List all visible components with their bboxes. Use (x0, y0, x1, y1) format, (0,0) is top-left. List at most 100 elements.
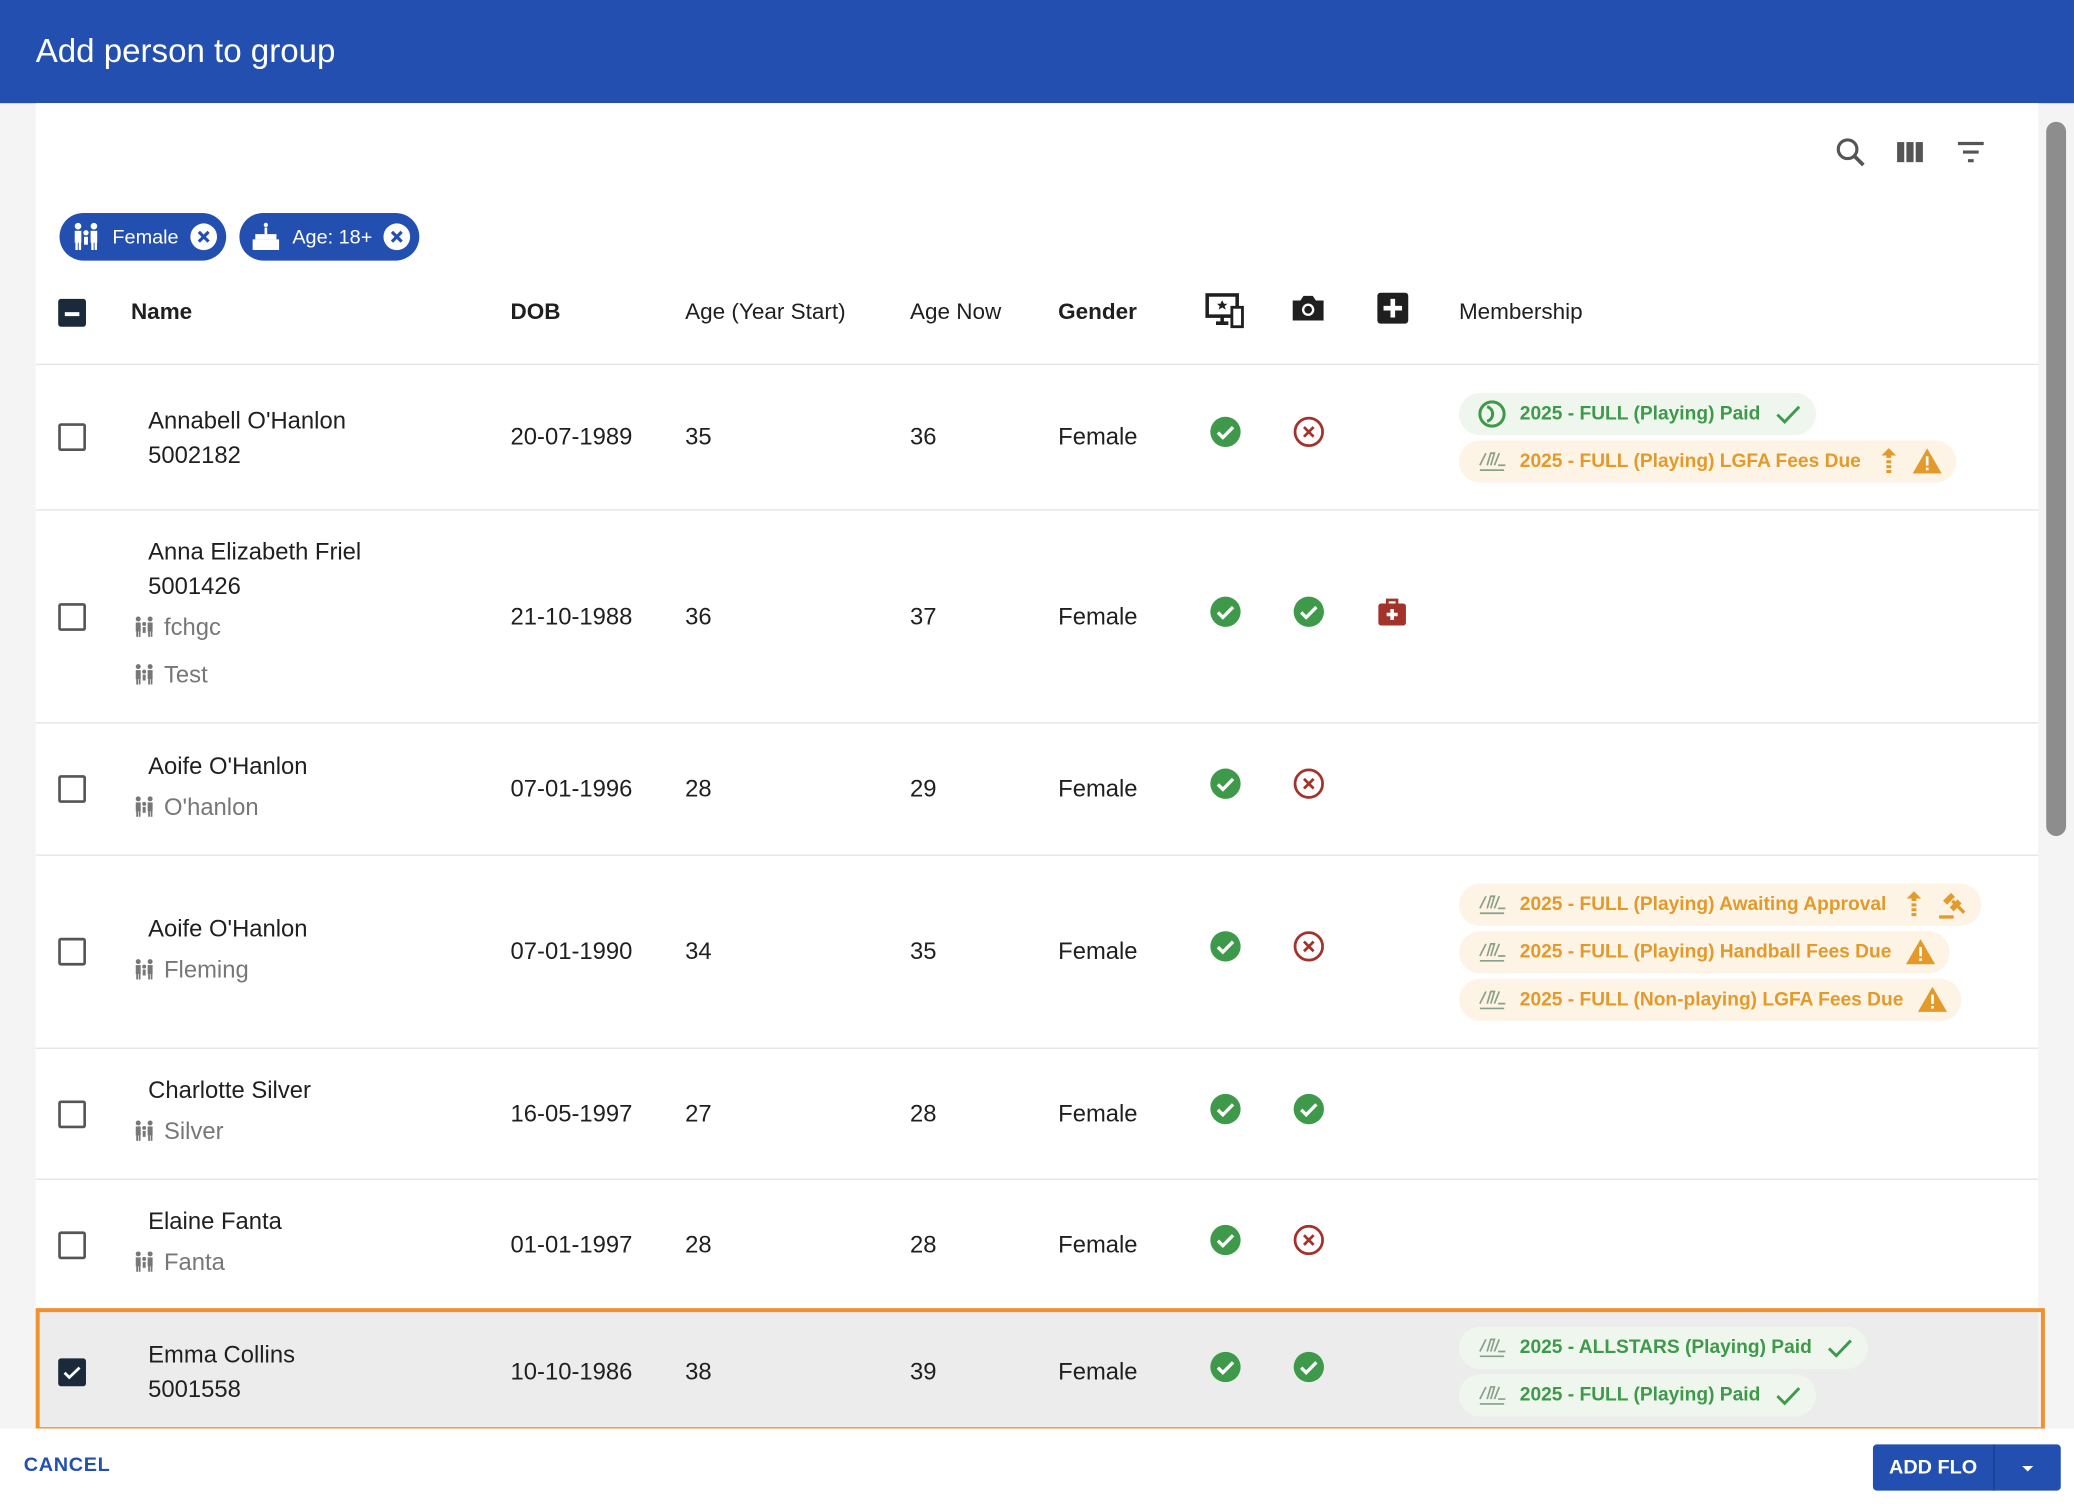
table-row[interactable]: Charlotte Silver Silver 16-05-1997 27 28 Fema… (35, 1049, 2039, 1180)
footer: CANCEL ADD FLO (0, 1428, 2074, 1507)
family-name: Silver (164, 1117, 224, 1145)
icon-part (1479, 1386, 1506, 1405)
membership-pill[interactable]: 2025 - FULL (Playing) LGFA Fees Due (1458, 439, 1957, 483)
submit-button-group[interactable]: ADD FLO (1872, 1444, 2061, 1491)
status-cell (1209, 850, 1242, 1042)
icon-part (142, 621, 147, 626)
column-header: Membership (1458, 298, 1583, 325)
paid-icon (1825, 1333, 1854, 1362)
row-checkbox[interactable] (58, 937, 86, 966)
warning-icon (1917, 983, 1949, 1015)
icon-part (135, 795, 153, 817)
icon-part (1216, 316, 1229, 325)
icon-part (142, 669, 147, 674)
family-icon (132, 794, 156, 818)
icon-part (1210, 1224, 1241, 1255)
medical-status (1376, 595, 1409, 628)
icon-part (1931, 1005, 1934, 1008)
filter-chip[interactable]: Age: 18+ (239, 212, 420, 261)
icon-part (1386, 608, 1398, 620)
icon-part (1293, 1224, 1324, 1255)
icon-part (1210, 1093, 1241, 1124)
paid-icon (1774, 1381, 1803, 1410)
name-cell: Elaine Fanta Fanta (135, 1180, 282, 1310)
membership-pill[interactable]: 2025 - ALLSTARS (Playing) Paid (1458, 1326, 1868, 1369)
row-checkbox[interactable] (58, 1099, 86, 1128)
table-row[interactable]: Emma Collins 5001558 10-10-1986 38 39 Female 2… (35, 1310, 2039, 1434)
membership-cell: 2025 - FULL (Playing) Awaiting Approval 2… (1458, 856, 1982, 1048)
icon-part (148, 678, 150, 685)
approval-icon (1937, 888, 1969, 920)
icon-part (1919, 946, 1922, 956)
toolbar-search[interactable] (1833, 135, 1867, 176)
org-logo (1477, 1381, 1506, 1410)
icon-part (1210, 595, 1241, 627)
icon-part (1216, 426, 1235, 440)
name-cell: Annabell O'Hanlon 5002182 (148, 365, 346, 509)
icon-part (135, 664, 141, 670)
icon-part (83, 230, 89, 236)
icon-part (1210, 1224, 1241, 1255)
toolbar-filter[interactable] (1954, 135, 1988, 176)
icon-part (142, 1130, 146, 1137)
table-row[interactable]: Aoife O'Hanlon O'hanlon 07-01-1996 28 29 Fema… (35, 724, 2039, 856)
icon-part (138, 678, 141, 685)
membership-pill[interactable]: 2025 - FULL (Playing) Handball Fees Due (1458, 930, 1950, 973)
person-id: 5002182 (148, 441, 241, 468)
cancel-button[interactable]: CANCEL (23, 1453, 111, 1477)
table-row[interactable]: Annabell O'Hanlon 5002182 20-07-1989 35 36 Fe… (35, 365, 2039, 511)
select-all-checkbox[interactable] (58, 298, 86, 327)
icon-part (1897, 142, 1905, 163)
row-checkbox[interactable] (58, 602, 86, 631)
person-name: Elaine Fanta (148, 1207, 282, 1235)
icon-part (147, 664, 153, 670)
icon-part (1479, 1386, 1506, 1405)
icon-part (147, 616, 153, 622)
membership-pill[interactable]: 2025 - FULL (Playing) Paid (1458, 1374, 1816, 1417)
membership-pill[interactable]: 2025 - FULL (Non-playing) LGFA Fees Due (1458, 978, 1962, 1021)
warning-icon (1911, 445, 1943, 477)
name-cell: Aoife O'Hanlon Fleming (135, 856, 308, 1048)
icon-part (147, 622, 153, 632)
membership-pill[interactable]: 2025 - FULL (Playing) Awaiting Approval (1458, 882, 1982, 926)
row-checkbox[interactable] (58, 1357, 86, 1386)
icon-part (63, 1365, 81, 1379)
icon-part (148, 972, 150, 979)
membership-pill[interactable]: 2025 - FULL (Playing) Paid (1458, 392, 1816, 435)
icon-part (1479, 894, 1506, 914)
table-row[interactable]: Aoife O'Hanlon Fleming 07-01-1990 34 35 Femal… (35, 856, 2039, 1049)
table-row[interactable]: Anna Elizabeth Friel 5001426 fchgc Test 21-1… (35, 511, 2039, 724)
icon-part (147, 670, 153, 680)
cell-gender: Female (1058, 1357, 1138, 1385)
chip-icon (250, 221, 282, 253)
icon-part (142, 1125, 147, 1130)
icon-part (252, 239, 280, 250)
icon-part (135, 664, 153, 685)
scrollbar[interactable] (2046, 121, 2067, 836)
status-cell (1292, 1044, 1325, 1174)
online-column-icon (1204, 290, 1246, 332)
toolbar-columns[interactable] (1893, 135, 1927, 176)
submit-button[interactable]: ADD FLO (1873, 1444, 1995, 1491)
icon-part (75, 242, 78, 250)
icon-part (264, 227, 268, 235)
column-header: DOB (510, 298, 561, 325)
row-checkbox[interactable] (58, 775, 86, 803)
upload-icon (1900, 888, 1929, 920)
icon-part (1216, 940, 1235, 955)
row-checkbox[interactable] (58, 1230, 86, 1259)
icon-part (1479, 989, 1506, 1009)
family-name: O'hanlon (164, 792, 259, 820)
online-status (1209, 1092, 1242, 1125)
chip-icon (70, 221, 102, 253)
org-logo (1477, 937, 1506, 966)
icon-part (1216, 1102, 1235, 1117)
row-checkbox[interactable] (58, 423, 86, 452)
icon-part (1886, 459, 1892, 463)
cell-dob: 21-10-1988 (510, 602, 633, 629)
filter-chip[interactable]: Female (59, 212, 227, 261)
submit-menu-toggle[interactable] (1995, 1444, 2061, 1490)
icon-part (1210, 931, 1241, 962)
table-row[interactable]: Elaine Fanta Fanta 01-01-1997 28 28 Female (35, 1180, 2039, 1311)
status-cell (1376, 505, 1409, 717)
